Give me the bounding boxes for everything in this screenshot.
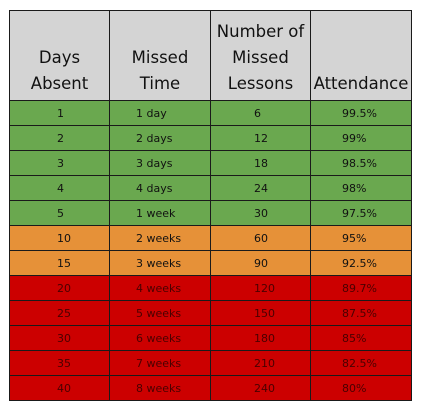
header-missed-lessons-line: Lessons — [227, 74, 294, 93]
cell-attendance: 98% — [310, 175, 412, 201]
cell-attendance: 97.5% — [310, 200, 412, 226]
table-row: 25 5 weeks 150 87.5% — [9, 300, 412, 326]
cell-days-absent: 30 — [9, 325, 110, 351]
cell-missed-time: 3 weeks — [109, 250, 211, 276]
cell-missed-time: 4 days — [109, 175, 211, 201]
cell-missed-lessons: 150 — [210, 300, 311, 326]
table-row: 10 2 weeks 60 95% — [9, 225, 412, 251]
header-attendance-line: Attendance — [313, 74, 409, 93]
table-row: 1 1 day 6 99.5% — [9, 100, 412, 126]
cell-missed-lessons: 60 — [210, 225, 311, 251]
header-row: Days Absent Missed Time Number of Missed… — [9, 10, 412, 101]
cell-attendance: 89.7% — [310, 275, 412, 301]
cell-days-absent: 20 — [9, 275, 110, 301]
cell-days-absent: 10 — [9, 225, 110, 251]
table-row: 5 1 week 30 97.5% — [9, 200, 412, 226]
table-row: 40 8 weeks 240 80% — [9, 375, 412, 401]
cell-missed-time: 7 weeks — [109, 350, 211, 376]
cell-missed-lessons: 210 — [210, 350, 311, 376]
cell-days-absent: 5 — [9, 200, 110, 226]
cell-missed-lessons: 30 — [210, 200, 311, 226]
cell-attendance: 99% — [310, 125, 412, 151]
cell-missed-lessons: 240 — [210, 375, 311, 401]
cell-attendance: 82.5% — [310, 350, 412, 376]
cell-attendance: 99.5% — [310, 100, 412, 126]
table-body: 1 1 day 6 99.5% 2 2 days 12 99% 3 3 days… — [9, 100, 412, 401]
table-row: 3 3 days 18 98.5% — [9, 150, 412, 176]
cell-attendance: 80% — [310, 375, 412, 401]
cell-missed-time: 2 weeks — [109, 225, 211, 251]
cell-missed-lessons: 120 — [210, 275, 311, 301]
header-days-absent-line: Days — [38, 48, 81, 67]
table-row: 20 4 weeks 120 89.7% — [9, 275, 412, 301]
cell-attendance: 87.5% — [310, 300, 412, 326]
cell-days-absent: 1 — [9, 100, 110, 126]
header-missed-lessons-line: Number of — [216, 22, 305, 41]
cell-missed-time: 2 days — [109, 125, 211, 151]
header-missed-time-line: Time — [139, 74, 181, 93]
header-missed-lessons-line: Missed — [232, 48, 289, 67]
cell-missed-time: 4 weeks — [109, 275, 211, 301]
cell-days-absent: 15 — [9, 250, 110, 276]
attendance-table: Days Absent Missed Time Number of Missed… — [9, 10, 412, 401]
table-row: 30 6 weeks 180 85% — [9, 325, 412, 351]
cell-missed-lessons: 90 — [210, 250, 311, 276]
cell-days-absent: 4 — [9, 175, 110, 201]
cell-missed-lessons: 12 — [210, 125, 311, 151]
cell-missed-time: 3 days — [109, 150, 211, 176]
cell-days-absent: 2 — [9, 125, 110, 151]
cell-days-absent: 35 — [9, 350, 110, 376]
cell-missed-lessons: 180 — [210, 325, 311, 351]
cell-missed-time: 1 week — [109, 200, 211, 226]
header-missed-time-line: Missed — [131, 48, 189, 67]
table-row: 15 3 weeks 90 92.5% — [9, 250, 412, 276]
cell-missed-time: 8 weeks — [109, 375, 211, 401]
cell-days-absent: 25 — [9, 300, 110, 326]
table-row: 4 4 days 24 98% — [9, 175, 412, 201]
cell-missed-time: 6 weeks — [109, 325, 211, 351]
header-missed-time: Missed Time — [109, 10, 211, 101]
header-days-absent-line: Absent — [30, 74, 89, 93]
cell-days-absent: 3 — [9, 150, 110, 176]
table-row: 2 2 days 12 99% — [9, 125, 412, 151]
cell-missed-time: 5 weeks — [109, 300, 211, 326]
header-missed-lessons: Number of Missed Lessons — [210, 10, 311, 101]
cell-attendance: 98.5% — [310, 150, 412, 176]
cell-attendance: 95% — [310, 225, 412, 251]
cell-missed-lessons: 24 — [210, 175, 311, 201]
cell-days-absent: 40 — [9, 375, 110, 401]
cell-attendance: 92.5% — [310, 250, 412, 276]
table-row: 35 7 weeks 210 82.5% — [9, 350, 412, 376]
header-attendance: Attendance — [310, 10, 412, 101]
cell-missed-lessons: 18 — [210, 150, 311, 176]
attendance-table-container: Days Absent Missed Time Number of Missed… — [9, 10, 412, 401]
cell-missed-time: 1 day — [109, 100, 211, 126]
header-days-absent: Days Absent — [9, 10, 110, 101]
cell-missed-lessons: 6 — [210, 100, 311, 126]
cell-attendance: 85% — [310, 325, 412, 351]
